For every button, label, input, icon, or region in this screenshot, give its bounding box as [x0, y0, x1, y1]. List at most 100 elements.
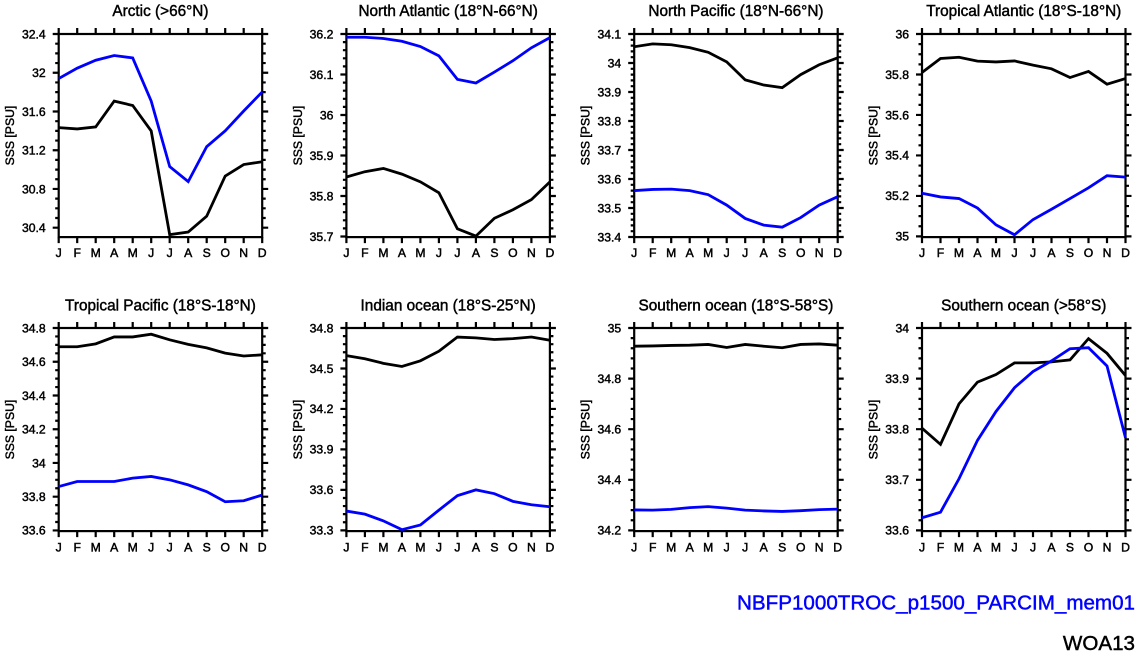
- svg-text:N: N: [527, 246, 536, 260]
- svg-text:N: N: [239, 246, 248, 260]
- svg-text:S: S: [203, 246, 211, 260]
- svg-text:Indian ocean (18°S-25°N): Indian ocean (18°S-25°N): [361, 298, 536, 315]
- svg-text:J: J: [631, 246, 637, 260]
- svg-text:33.5: 33.5: [597, 201, 621, 215]
- svg-text:M: M: [91, 540, 101, 554]
- svg-text:34: 34: [608, 56, 622, 70]
- svg-text:J: J: [167, 246, 173, 260]
- svg-text:33.8: 33.8: [597, 114, 621, 128]
- svg-text:D: D: [258, 540, 267, 554]
- svg-text:36: 36: [320, 108, 334, 122]
- svg-text:36.2: 36.2: [310, 27, 334, 41]
- svg-text:A: A: [110, 540, 119, 554]
- svg-text:SSS [PSU]: SSS [PSU]: [3, 106, 17, 166]
- svg-text:O: O: [508, 540, 517, 554]
- svg-text:M: M: [415, 246, 425, 260]
- svg-text:A: A: [973, 246, 982, 260]
- svg-text:J: J: [1030, 540, 1036, 554]
- svg-text:J: J: [742, 540, 748, 554]
- svg-text:S: S: [490, 540, 498, 554]
- svg-text:S: S: [778, 540, 786, 554]
- svg-text:J: J: [343, 540, 349, 554]
- svg-text:M: M: [666, 540, 676, 554]
- svg-text:35.8: 35.8: [310, 189, 334, 203]
- svg-text:M: M: [666, 246, 676, 260]
- svg-text:Tropical Atlantic (18°S-18°N): Tropical Atlantic (18°S-18°N): [926, 3, 1121, 20]
- svg-text:F: F: [649, 246, 656, 260]
- svg-text:31.2: 31.2: [22, 144, 46, 158]
- svg-text:A: A: [398, 246, 407, 260]
- svg-text:O: O: [796, 246, 805, 260]
- svg-text:O: O: [220, 540, 229, 554]
- svg-text:A: A: [1047, 540, 1056, 554]
- svg-text:D: D: [258, 246, 267, 260]
- svg-text:33.6: 33.6: [22, 524, 46, 538]
- svg-text:J: J: [454, 540, 460, 554]
- svg-text:D: D: [833, 540, 842, 554]
- svg-text:N: N: [527, 540, 536, 554]
- svg-text:Arctic (>66°N): Arctic (>66°N): [112, 3, 208, 20]
- svg-text:N: N: [239, 540, 248, 554]
- svg-text:J: J: [1011, 246, 1017, 260]
- svg-text:34.5: 34.5: [310, 362, 334, 376]
- svg-text:J: J: [148, 246, 154, 260]
- svg-text:O: O: [508, 246, 517, 260]
- svg-text:33.8: 33.8: [22, 490, 46, 504]
- svg-text:O: O: [220, 246, 229, 260]
- svg-text:J: J: [919, 246, 925, 260]
- svg-text:S: S: [203, 540, 211, 554]
- svg-text:30.8: 30.8: [22, 182, 46, 196]
- svg-text:J: J: [724, 540, 730, 554]
- svg-text:NBFP1000TROC_p1500_PARCIM_mem0: NBFP1000TROC_p1500_PARCIM_mem01: [737, 592, 1135, 615]
- svg-text:N: N: [1103, 540, 1112, 554]
- svg-text:M: M: [954, 246, 964, 260]
- svg-text:A: A: [973, 540, 982, 554]
- svg-text:34: 34: [32, 456, 46, 470]
- svg-text:D: D: [545, 246, 554, 260]
- svg-text:A: A: [472, 540, 481, 554]
- svg-text:33.9: 33.9: [885, 372, 909, 386]
- svg-text:34.6: 34.6: [597, 423, 621, 437]
- svg-text:33.7: 33.7: [885, 473, 909, 487]
- svg-text:34.2: 34.2: [310, 402, 334, 416]
- svg-text:M: M: [954, 540, 964, 554]
- svg-text:D: D: [1121, 540, 1130, 554]
- svg-text:F: F: [937, 246, 944, 260]
- svg-text:F: F: [361, 540, 368, 554]
- svg-text:D: D: [1121, 246, 1130, 260]
- svg-text:O: O: [796, 540, 805, 554]
- svg-text:M: M: [378, 540, 388, 554]
- svg-text:M: M: [128, 540, 138, 554]
- svg-text:M: M: [415, 540, 425, 554]
- svg-text:A: A: [184, 246, 193, 260]
- svg-text:35.6: 35.6: [885, 108, 909, 122]
- svg-text:F: F: [937, 540, 944, 554]
- svg-text:J: J: [454, 246, 460, 260]
- svg-text:Southern ocean (18°S-58°S): Southern ocean (18°S-58°S): [639, 298, 834, 315]
- svg-text:SSS [PSU]: SSS [PSU]: [867, 106, 881, 166]
- svg-text:34.2: 34.2: [22, 423, 46, 437]
- svg-text:34.6: 34.6: [22, 355, 46, 369]
- svg-text:F: F: [361, 246, 368, 260]
- svg-text:34.8: 34.8: [597, 372, 621, 386]
- svg-text:34.1: 34.1: [597, 27, 621, 41]
- svg-text:A: A: [398, 540, 407, 554]
- svg-text:A: A: [1047, 246, 1056, 260]
- svg-text:36: 36: [895, 27, 909, 41]
- svg-text:34.2: 34.2: [597, 524, 621, 538]
- svg-text:J: J: [1011, 540, 1017, 554]
- svg-text:J: J: [1030, 246, 1036, 260]
- svg-text:34.4: 34.4: [597, 473, 621, 487]
- svg-text:A: A: [760, 540, 769, 554]
- svg-text:A: A: [184, 540, 193, 554]
- svg-text:N: N: [815, 246, 824, 260]
- svg-text:S: S: [778, 246, 786, 260]
- svg-text:33.9: 33.9: [597, 85, 621, 99]
- svg-text:35: 35: [895, 230, 909, 244]
- svg-text:30.4: 30.4: [22, 221, 46, 235]
- svg-text:J: J: [56, 246, 62, 260]
- svg-text:33.6: 33.6: [885, 524, 909, 538]
- svg-text:34.8: 34.8: [310, 321, 334, 335]
- svg-text:J: J: [56, 540, 62, 554]
- svg-text:O: O: [1084, 540, 1093, 554]
